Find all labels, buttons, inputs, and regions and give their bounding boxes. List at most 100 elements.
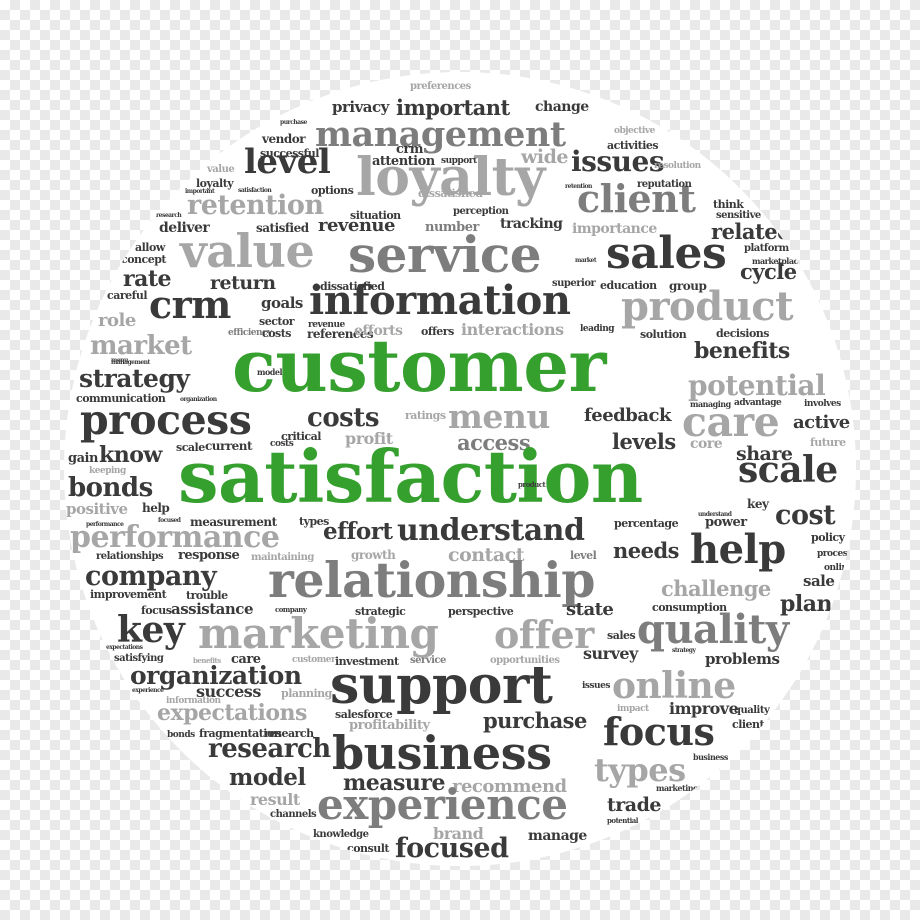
cloud-word-needs: needs (613, 538, 680, 563)
cloud-word-important: important (396, 95, 510, 120)
cloud-word-contact: contact (448, 544, 525, 566)
cloud-word-strategy: strategy (79, 364, 190, 393)
cloud-word-return: return (210, 272, 276, 294)
cloud-word-result: result (250, 790, 300, 809)
cloud-word-experience: experience (132, 687, 164, 694)
cloud-word-vendor: vendor (262, 132, 306, 146)
cloud-word-issues: issues (582, 681, 610, 691)
cloud-word-important: important (185, 188, 215, 195)
cloud-word-types: types (594, 751, 686, 789)
cloud-word-focused: focused (395, 833, 509, 864)
cloud-word-online: online (612, 665, 736, 707)
cloud-word-communication: communication (76, 392, 166, 405)
cloud-word-support: support (441, 156, 477, 166)
cloud-word-online: online (824, 563, 853, 573)
cloud-word-education: education (600, 279, 657, 292)
cloud-word-level: level (244, 142, 331, 182)
cloud-word-sale: sale (803, 572, 835, 590)
cloud-word-level: level (570, 549, 597, 562)
cloud-word-preferences: preferences (410, 81, 471, 92)
cloud-word-support: support (330, 655, 553, 716)
cloud-word-know: know (99, 442, 162, 468)
cloud-word-plan: plan (780, 591, 833, 617)
cloud-word-menu: menu (448, 397, 550, 436)
cloud-word-recommend: recommend (452, 776, 567, 797)
cloud-word-investment: investment (335, 655, 399, 668)
cloud-word-cost: cost (775, 500, 836, 531)
cloud-word-current: current (205, 439, 253, 453)
cloud-word-platform: platform (744, 243, 789, 254)
cloud-word-costs: costs (270, 439, 294, 449)
cloud-word-impact: impact (617, 704, 649, 714)
cloud-word-loyalty: loyalty (196, 177, 234, 190)
cloud-word-power: power (705, 515, 747, 530)
cloud-word-experience: experience (317, 780, 568, 829)
cloud-word-activities: activities (607, 139, 659, 152)
cloud-word-access: access (457, 430, 531, 455)
cloud-word-assistance: assistance (171, 600, 253, 618)
cloud-word-process: process (80, 396, 252, 444)
cloud-word-options: options (311, 184, 354, 197)
cloud-word-performance: performance (86, 521, 124, 528)
cloud-word-relationships: relationships (96, 551, 164, 562)
cloud-word-loyalty: loyalty (356, 147, 545, 208)
cloud-word-future: future (810, 436, 846, 449)
cloud-word-customer: customer (232, 323, 606, 408)
cloud-word-focused: focused (158, 517, 181, 524)
cloud-word-care: care (231, 652, 261, 667)
cloud-word-solution: solution (640, 328, 687, 341)
cloud-word-improve: improve (669, 699, 739, 718)
cloud-word-information: information (166, 696, 221, 706)
cloud-word-business: business (693, 752, 728, 762)
cloud-word-problems: problems (705, 650, 780, 668)
cloud-word-satisfaction: satisfaction (238, 187, 272, 194)
cloud-word-planning: planning (281, 687, 332, 700)
cloud-word-retention: retention (187, 190, 324, 221)
cloud-word-satisfying: satisfying (114, 653, 164, 664)
cloud-word-market: market (575, 257, 597, 264)
cloud-word-issues: issues (571, 145, 665, 178)
cloud-word-potential: potential (607, 816, 638, 825)
cloud-word-focus: focus (603, 709, 715, 754)
cloud-word-purchase: purchase (280, 119, 307, 126)
cloud-word-offer: offer (494, 612, 594, 657)
cloud-word-situation: situation (350, 209, 401, 222)
cloud-word-revenue: revenue (308, 320, 345, 330)
cloud-word-profit: profit (345, 429, 393, 448)
cloud-word-consumption: consumption (652, 601, 727, 614)
cloud-word-product: product (621, 283, 794, 330)
cloud-word-share: share (736, 443, 793, 465)
cloud-word-help: help (690, 526, 786, 573)
cloud-word-change: change (535, 99, 589, 115)
cloud-word-scale: scale (176, 441, 205, 454)
cloud-word-benefits: benefits (694, 338, 790, 364)
cloud-word-marketplace: marketplace (752, 256, 803, 266)
cloud-word-efforts: efforts (354, 323, 403, 339)
cloud-word-managing: managing (690, 399, 731, 409)
cloud-word-value: value (180, 224, 315, 278)
cloud-word-leading: leading (580, 324, 615, 334)
cloud-word-perception: perception (453, 206, 509, 217)
cloud-word-marketing: marketing (656, 783, 699, 793)
cloud-word-sales: sales (606, 228, 727, 279)
cloud-word-effort: effort (323, 518, 393, 545)
cloud-word-dissatisfied: dissatisfied (320, 280, 385, 293)
cloud-word-critical: critical (281, 430, 321, 443)
cloud-word-purchase: purchase (483, 708, 587, 733)
cloud-word-gain: gain (68, 451, 98, 466)
cloud-word-channels: channels (270, 809, 317, 820)
cloud-word-revenue: revenue (318, 215, 395, 236)
cloud-word-think: think (713, 198, 744, 211)
cloud-word-manage: manage (528, 828, 587, 844)
cloud-word-client: client (577, 176, 696, 221)
cloud-word-key: key (747, 497, 769, 511)
cloud-word-knowledge: knowledge (313, 829, 369, 840)
cloud-word-maintaining: maintaining (251, 552, 314, 563)
cloud-word-tracking: tracking (500, 216, 563, 232)
cloud-word-model: model (257, 367, 283, 377)
cloud-word-attention: attention (372, 154, 435, 169)
cloud-word-company: company (275, 605, 307, 614)
word-cloud-circle: preferences privacy important change purchas… (64, 72, 856, 866)
cloud-word-superior: superior (552, 278, 596, 289)
cloud-word-measurement: measurement (190, 515, 277, 529)
